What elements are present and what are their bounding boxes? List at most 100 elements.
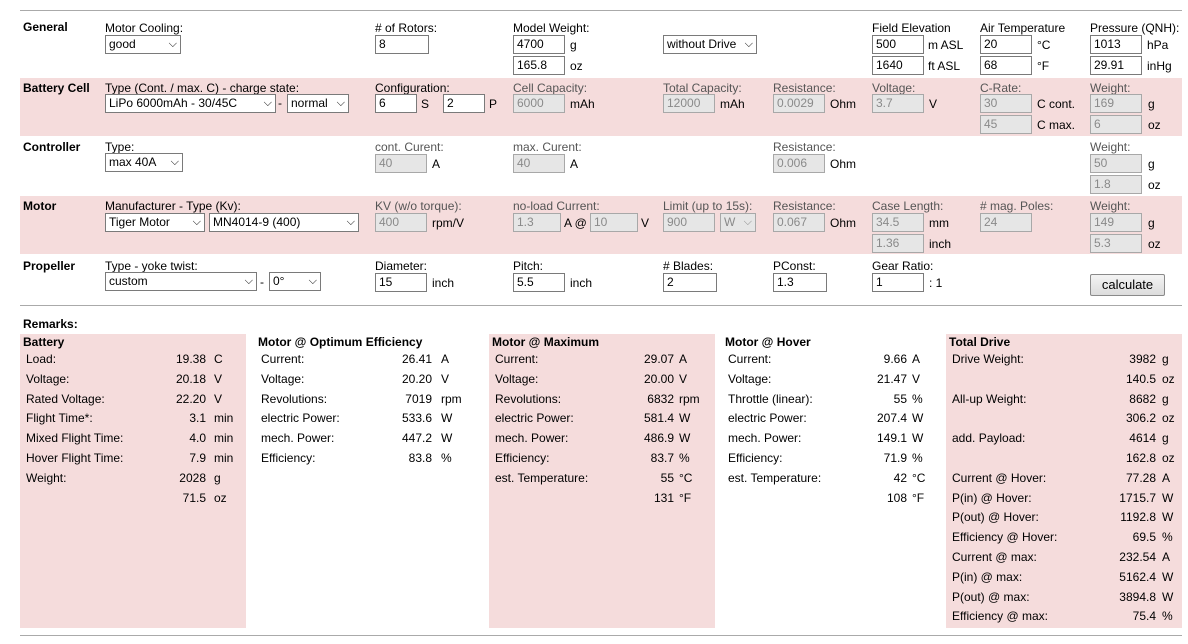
elevation-ft-input[interactable]: 1640 — [872, 56, 924, 75]
max-current-unit: A — [570, 157, 579, 171]
maximum-result-label: Voltage: — [495, 372, 539, 386]
total-result-unit: W — [1162, 570, 1174, 584]
air-temp-c-input[interactable]: 20 — [980, 35, 1032, 54]
hover-result-unit: % — [912, 392, 923, 406]
hover-result-label: mech. Power: — [728, 431, 802, 445]
battery-result-unit: V — [214, 372, 223, 386]
total-result-label: P(out) @ Hover: — [952, 510, 1039, 524]
bottom-divider — [20, 635, 1182, 636]
hover-result-unit: % — [912, 451, 923, 465]
motor-resistance-input: 0.067 — [773, 213, 825, 232]
battery-result-label: Hover Flight Time: — [26, 451, 124, 465]
total-result-label: P(out) @ max: — [952, 590, 1030, 604]
maximum-result-label: Efficiency: — [495, 451, 550, 465]
total-result-value: 162.8 — [1125, 451, 1156, 465]
hover-results-panel: Motor @ Hover Current: 9.66 A Voltage: 21.47… — [722, 334, 948, 628]
pressure-hpa-input[interactable]: 1013 — [1090, 35, 1142, 54]
results-divider — [20, 305, 1182, 306]
controller-weight-oz-input: 1.8 — [1090, 175, 1142, 194]
hover-results-title: Motor @ Hover — [725, 335, 811, 349]
section-general-title: General — [23, 20, 68, 34]
total-result-value: 140.5 — [1125, 372, 1156, 386]
no-load-voltage-unit: V — [641, 216, 650, 230]
kv-label: KV (w/o torque): — [375, 199, 462, 213]
rotors-label: # of Rotors: — [375, 21, 438, 35]
section-motor-title: Motor — [23, 199, 57, 213]
model-weight-oz-input[interactable]: 165.8 — [513, 56, 565, 75]
hover-result-unit: °F — [912, 491, 925, 505]
optimum-result-unit: % — [441, 451, 452, 465]
motor-manufacturer-select[interactable]: Tiger Motor ⌵ — [105, 213, 205, 232]
pressure-label: Pressure (QNH): — [1090, 21, 1180, 35]
battery-result-unit: C — [214, 352, 223, 366]
total-result-unit: W — [1162, 510, 1174, 524]
hover-result-value: 55 — [893, 392, 907, 406]
pitch-input[interactable]: 5.5 — [513, 273, 565, 292]
hover-result-value: 207.4 — [876, 411, 907, 425]
maximum-result-label: Revolutions: — [495, 392, 562, 406]
chevron-down-icon: ⌵ — [744, 38, 753, 50]
total-result-value: 69.5 — [1132, 530, 1156, 544]
battery-type-label: Type (Cont. / max. C) - charge state: — [105, 81, 300, 95]
elevation-m-unit: m ASL — [928, 38, 964, 52]
model-weight-g-input[interactable]: 4700 — [513, 35, 565, 54]
controller-type-select[interactable]: max 40A ⌵ — [105, 153, 183, 172]
motor-type-select[interactable]: MN4014-9 (400) ⌵ — [209, 213, 359, 232]
hover-result-unit: °C — [912, 471, 926, 485]
blades-input[interactable]: 2 — [663, 273, 717, 292]
config-p-input[interactable]: 2 — [443, 94, 485, 113]
no-load-current-input: 1.3 — [513, 213, 561, 232]
air-temp-f-input[interactable]: 68 — [980, 56, 1032, 75]
motor-resistance-unit: Ohm — [830, 216, 857, 230]
top-divider — [20, 10, 1182, 11]
optimum-result-label: Revolutions: — [261, 392, 328, 406]
battery-resistance-label: Resistance: — [773, 81, 836, 95]
total-result-unit: W — [1162, 590, 1174, 604]
battery-result-value: 2028 — [179, 471, 206, 485]
total-result-unit: g — [1162, 352, 1169, 366]
optimum-result-value: 20.20 — [401, 372, 432, 386]
battery-result-label: Voltage: — [26, 372, 70, 386]
drive-mode-select[interactable]: without Drive ⌵ — [663, 35, 757, 54]
propeller-type-select[interactable]: custom ⌵ — [105, 272, 257, 291]
hover-result-label: est. Temperature: — [728, 471, 822, 485]
total-result-unit: oz — [1162, 372, 1175, 386]
optimum-result-value: 7019 — [405, 392, 432, 406]
controller-weight-label: Weight: — [1090, 140, 1131, 154]
total-result-value: 1192.8 — [1120, 510, 1156, 524]
charge-state-select[interactable]: normal ⌵ — [287, 94, 349, 113]
total-result-unit: % — [1162, 609, 1173, 623]
diameter-input[interactable]: 15 — [375, 273, 427, 292]
battery-type-select[interactable]: LiPo 6000mAh - 30/45C ⌵ — [105, 94, 276, 113]
motor-cooling-select[interactable]: good ⌵ — [105, 35, 181, 54]
cont-current-input: 40 — [375, 154, 427, 173]
rotors-input[interactable]: 8 — [375, 35, 429, 54]
hover-result-unit: W — [912, 431, 924, 445]
total-result-value: 77.28 — [1125, 471, 1156, 485]
battery-result-label: Rated Voltage: — [26, 392, 105, 406]
maximum-result-value: 6832 — [647, 392, 674, 406]
pconst-input[interactable]: 1.3 — [773, 273, 827, 292]
gear-ratio-input[interactable]: 1 — [872, 273, 924, 292]
pressure-inhg-unit: inHg — [1147, 59, 1172, 73]
pressure-hpa-unit: hPa — [1147, 38, 1169, 52]
section-battery-title: Battery Cell — [23, 81, 90, 95]
maximum-result-value: 131 — [653, 491, 674, 505]
calculate-button[interactable]: calculate — [1090, 274, 1165, 296]
c-rate-cont-input: 30 — [980, 94, 1032, 113]
elevation-m-input[interactable]: 500 — [872, 35, 924, 54]
limit-label: Limit (up to 15s): — [663, 199, 753, 213]
yoke-twist-select[interactable]: 0° ⌵ — [269, 272, 321, 291]
optimum-results-panel: Motor @ Optimum Efficiency Current: 26.41… — [255, 334, 481, 628]
cell-voltage-unit: V — [929, 97, 938, 111]
motor-weight-oz-input: 5.3 — [1090, 234, 1142, 253]
pressure-inhg-input[interactable]: 29.91 — [1090, 56, 1142, 75]
hover-result-label: electric Power: — [728, 411, 807, 425]
battery-weight-oz-unit: oz — [1148, 118, 1161, 132]
total-result-value: 3982 — [1129, 352, 1156, 366]
total-result-unit: g — [1162, 392, 1169, 406]
config-s-input[interactable]: 6 — [375, 94, 417, 113]
hover-result-unit: V — [912, 372, 921, 386]
total-result-unit: A — [1162, 471, 1171, 485]
hover-result-value: 9.66 — [883, 352, 907, 366]
